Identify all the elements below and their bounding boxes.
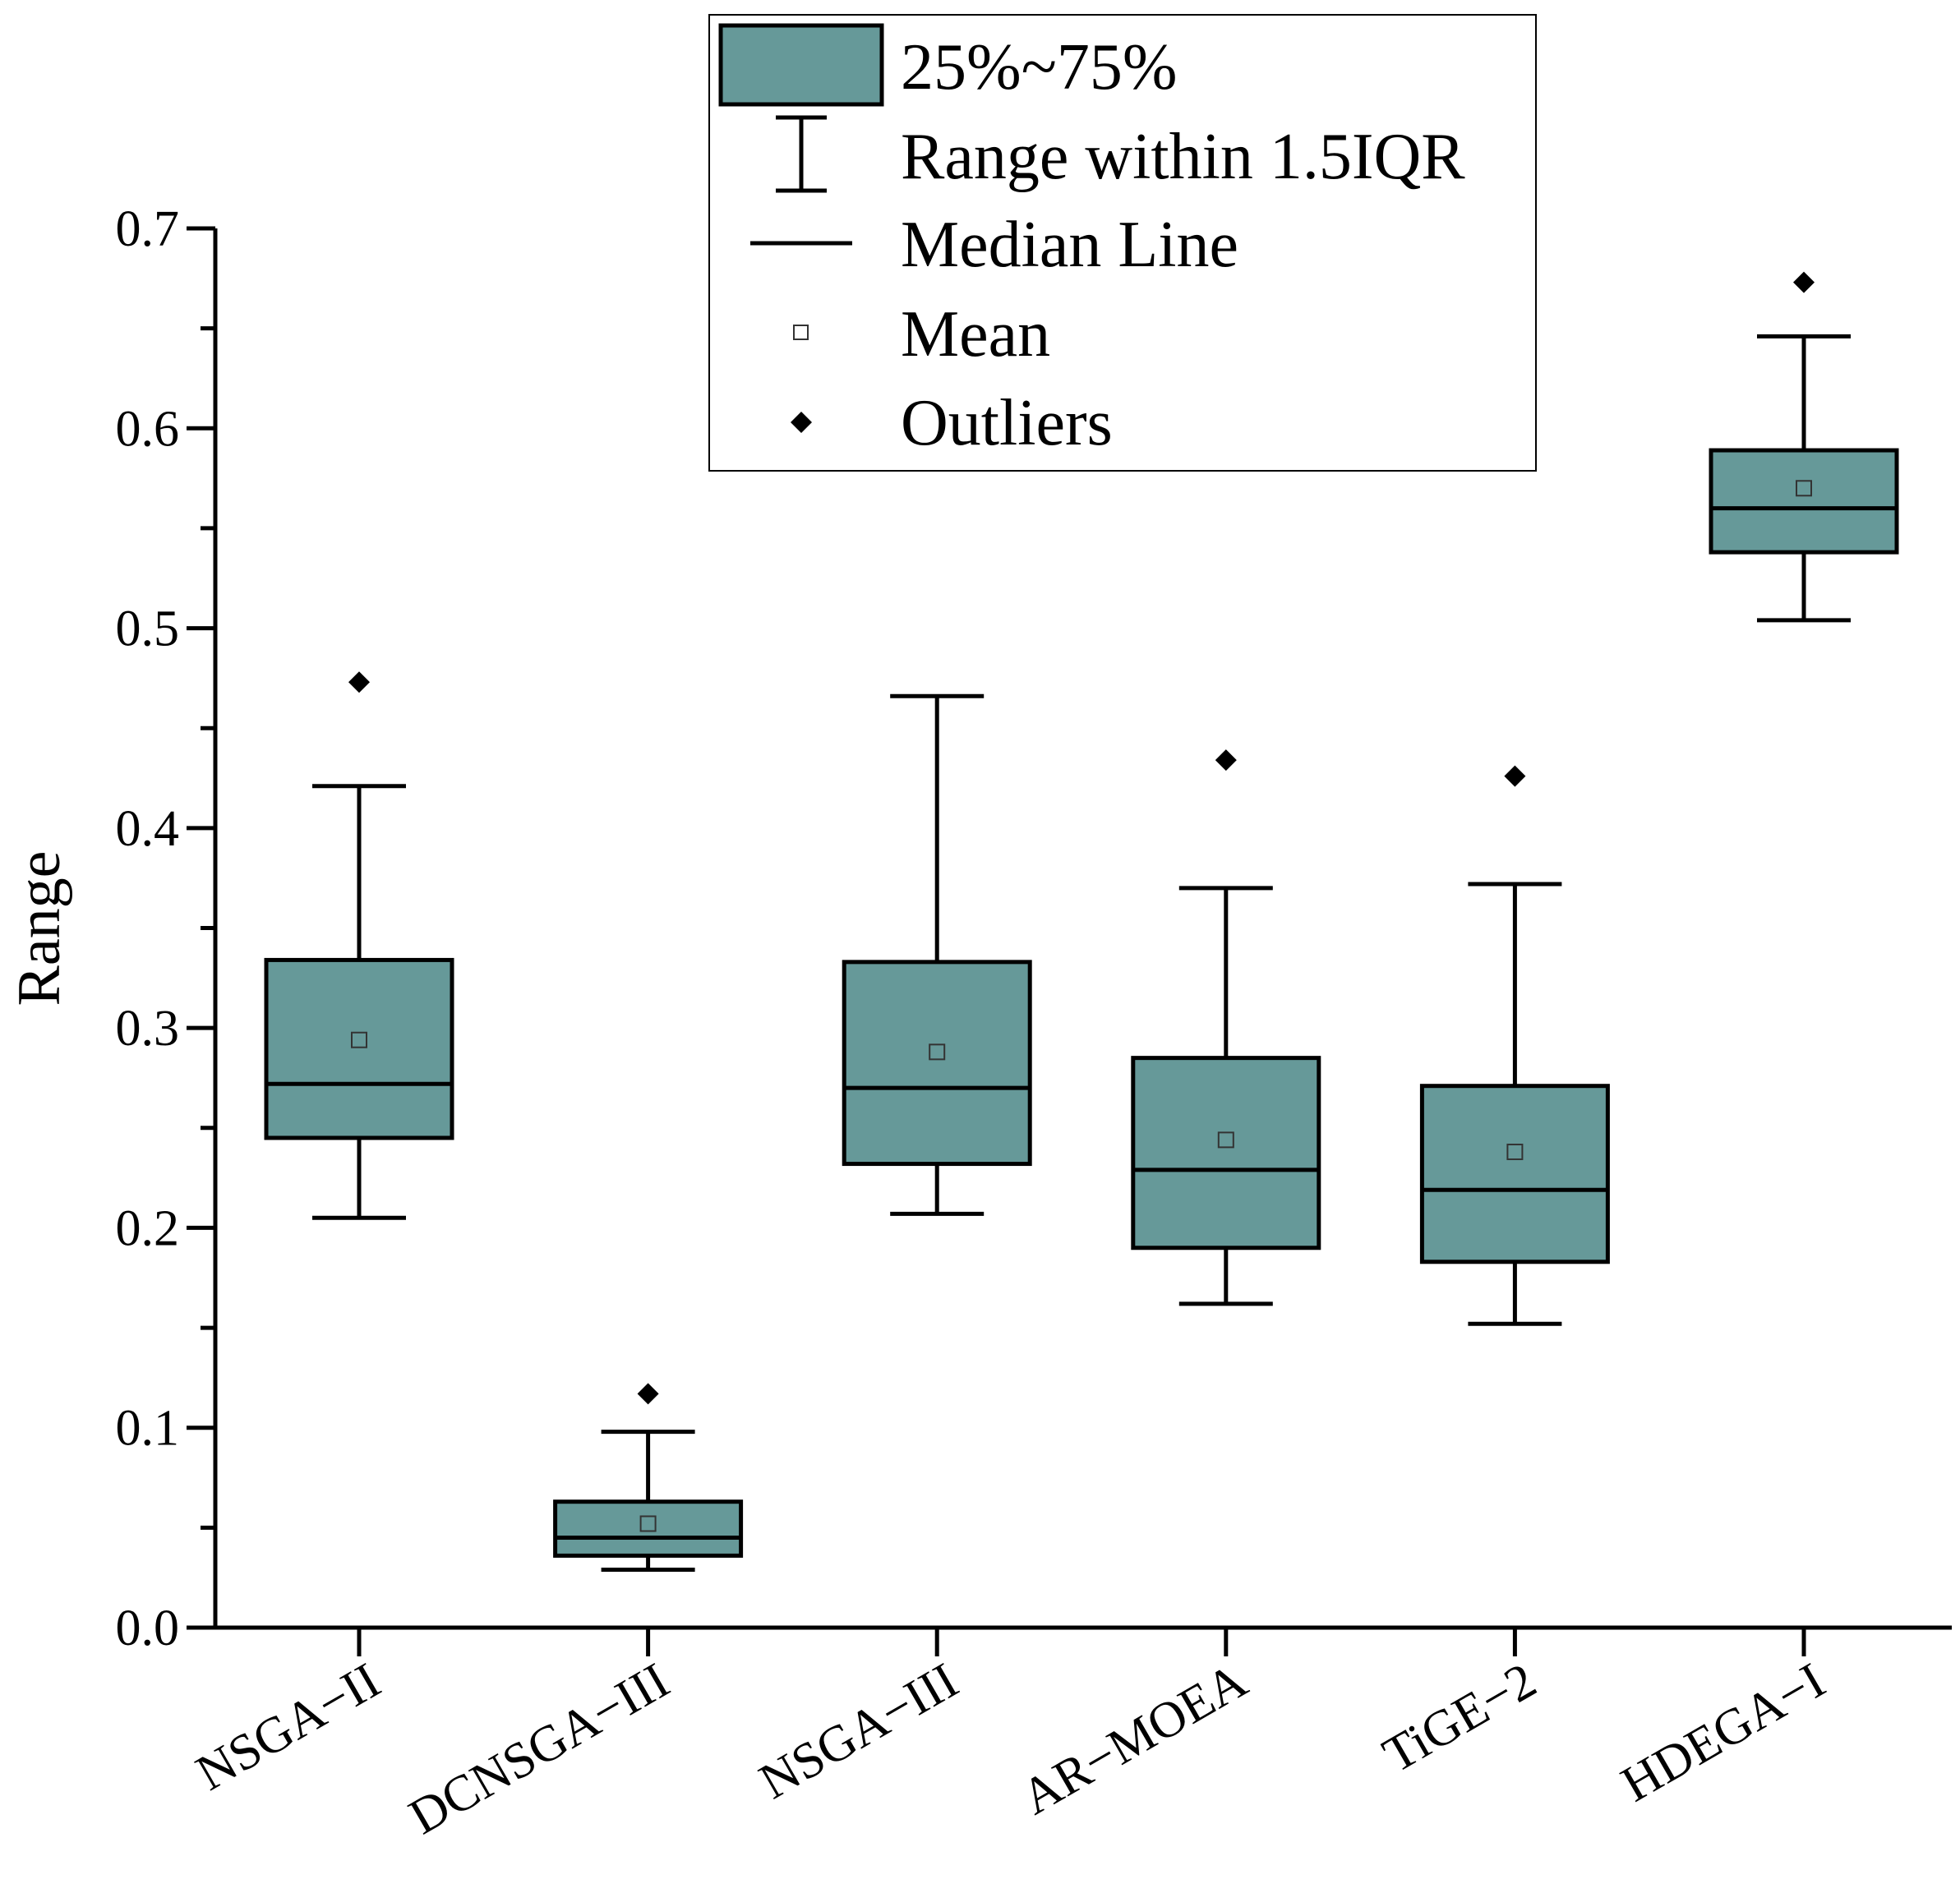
legend-whisker-label: Range within 1.5IQR: [901, 121, 1465, 193]
x-category-label: HDEGA−I: [1612, 1652, 1834, 1812]
y-tick-label: 0.3: [116, 1001, 180, 1057]
iqr-box: [1131, 1056, 1321, 1250]
outlier-marker: [348, 671, 370, 693]
y-tick-label: 0.1: [116, 1401, 180, 1457]
legend: 25%~75% Range within 1.5IQR Median Line …: [708, 14, 1537, 472]
legend-median-label: Median Line: [901, 209, 1238, 281]
x-category-label: AR−MOEA: [1012, 1652, 1257, 1826]
x-category-label: TiGE−2: [1374, 1652, 1546, 1784]
box-group: [842, 693, 1032, 1216]
legend-box-swatch: [718, 23, 884, 107]
box-group: [553, 1383, 744, 1572]
mean-marker: [639, 1515, 657, 1532]
mean-marker: [1796, 480, 1812, 497]
box-group: [264, 671, 454, 1220]
outlier-marker: [1793, 271, 1815, 293]
iqr-box: [553, 1499, 744, 1558]
y-tick-label: 0.5: [116, 601, 180, 657]
mean-marker: [1506, 1143, 1524, 1160]
x-axis-ticks: NSGA−II DCNSGA−III NSGA−III AR−MOEA TiGE−2 HD…: [187, 1628, 1834, 1845]
y-axis-ticks: 0.0 0.1 0.2 0.3 0.4 0.5 0.6 0.7: [116, 201, 215, 1656]
iqr-box: [842, 960, 1032, 1167]
outlier-marker: [1504, 765, 1526, 787]
box-group: [1709, 271, 1899, 623]
iqr-box: [264, 957, 454, 1140]
x-category-label: NSGA−II: [187, 1652, 390, 1801]
box-group: [1131, 749, 1321, 1306]
legend-mean-label: Mean: [901, 298, 1050, 371]
outlier-marker: [1215, 749, 1237, 771]
y-axis-title: Range: [6, 850, 73, 1006]
box-series: [264, 271, 1899, 1572]
y-tick-label: 0.4: [116, 801, 180, 857]
outlier-marker: [637, 1383, 659, 1405]
y-tick-label: 0.2: [116, 1200, 180, 1256]
legend-mean-swatch: [793, 325, 809, 340]
iqr-box: [1419, 1084, 1610, 1264]
legend-box-label: 25%~75%: [901, 31, 1178, 104]
iqr-box: [1709, 448, 1899, 555]
box-group: [1419, 765, 1610, 1326]
x-category-label: DCNSGA−III: [400, 1652, 679, 1845]
legend-whisker-swatch: [776, 115, 827, 193]
legend-outliers-label: Outliers: [901, 387, 1113, 459]
y-tick-label: 0.6: [116, 401, 180, 457]
mean-marker: [929, 1043, 946, 1061]
y-tick-label: 0.0: [116, 1601, 180, 1656]
x-category-label: NSGA−III: [750, 1652, 967, 1810]
mean-marker: [1217, 1131, 1234, 1149]
legend-outlier-swatch: [791, 412, 812, 433]
y-tick-label: 0.7: [116, 201, 180, 257]
mean-marker: [351, 1031, 367, 1048]
